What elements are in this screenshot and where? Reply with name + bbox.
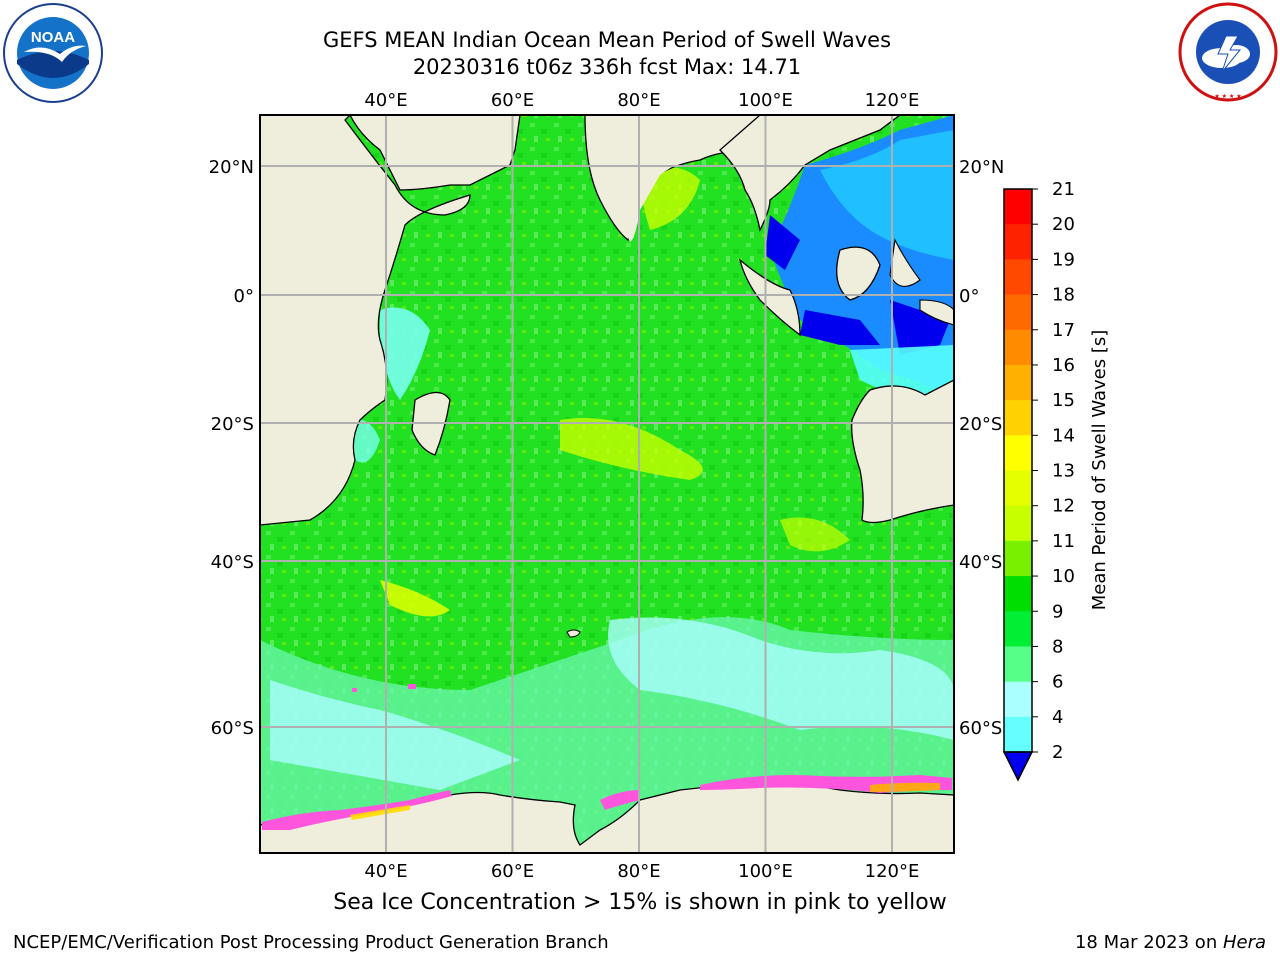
colorbar-tick-label: 11 — [1052, 531, 1075, 552]
lat-tick-label-left: 40°S — [211, 552, 254, 573]
nws-logo: ★ ★ ★ ★ — [1178, 2, 1278, 102]
colorbar-segment — [1004, 189, 1032, 225]
lat-tick-label-left: 20°N — [209, 157, 254, 178]
chart-subtitle: 20230316 t06z 336h fcst Max: 14.71 — [412, 55, 802, 79]
colorbar-tick-label: 16 — [1052, 355, 1075, 376]
svg-text:★ ★ ★ ★: ★ ★ ★ ★ — [1214, 93, 1241, 100]
map-gridlines — [260, 115, 954, 853]
sea-ice-west — [262, 790, 452, 830]
footer-date-text: 18 Mar 2023 on — [1074, 932, 1223, 953]
colorbar-tick-label: 9 — [1052, 601, 1063, 622]
land-borneo — [836, 246, 881, 301]
lat-tick-label-left: 20°S — [211, 414, 254, 435]
lat-tick-label-right: 60°S — [959, 718, 1002, 739]
map-frame — [259, 114, 955, 854]
land-sumatra — [738, 258, 801, 337]
colorbar-segment — [1004, 224, 1032, 260]
colorbar-segment — [1004, 576, 1032, 612]
colorbar: 21 20 19 18 17 16 15 14 13 12 11 10 9 8 6 4 2 — [1002, 179, 1075, 782]
lon-tick-label-top: 100°E — [738, 90, 793, 111]
colorbar-tick-label: 2 — [1052, 742, 1063, 763]
colorbar-segment — [1004, 646, 1032, 683]
colorbar-tick-label: 19 — [1052, 249, 1075, 270]
noaa-logo-text: NOAA — [31, 29, 75, 46]
chart-title: GEFS MEAN Indian Ocean Mean Period of Sw… — [322, 28, 892, 52]
colorbar-tick-label: 13 — [1052, 461, 1075, 482]
lon-tick-label-bottom: 60°E — [491, 861, 534, 882]
colorbar-tick-label: 14 — [1052, 425, 1075, 446]
colorbar-tick-label: 17 — [1052, 320, 1075, 341]
lat-tick-label-left: 60°S — [211, 718, 254, 739]
lat-tick-label-right: 20°N — [959, 157, 1004, 178]
land-arabia-africa — [260, 115, 521, 191]
colorbar-segment — [1004, 400, 1032, 436]
noaa-logo: NOAA — [2, 2, 104, 104]
lon-tick-label-top: 40°E — [364, 90, 407, 111]
colorbar-segment — [1004, 681, 1032, 718]
colorbar-segment — [1004, 259, 1032, 296]
colorbar-tick-label: 15 — [1052, 390, 1075, 411]
colorbar-extend-triangle — [1002, 751, 1034, 782]
colorbar-tick-label: 18 — [1052, 285, 1075, 306]
colorbar-segment — [1004, 505, 1032, 542]
colorbar-tick-label: 12 — [1052, 496, 1075, 517]
footer-credit: NCEP/EMC/Verification Post Processing Pr… — [13, 932, 609, 953]
map-caption: Sea Ice Concentration > 15% is shown in … — [333, 890, 947, 915]
footer-date: 18 Mar 2023 on Hera — [1075, 932, 1266, 953]
map-plot-area — [260, 115, 954, 853]
colorbar-segment — [1004, 716, 1032, 753]
colorbar-tick-label: 6 — [1052, 672, 1063, 693]
lat-tick-label-right: 20°S — [959, 414, 1002, 435]
colorbar-tick-label: 20 — [1052, 214, 1075, 235]
colorbar-segment — [1004, 329, 1032, 366]
colorbar-segment — [1004, 540, 1032, 577]
colorbar-segment — [1004, 435, 1032, 471]
footer-host: Hera — [1222, 932, 1266, 953]
colorbar-segment — [1004, 611, 1032, 647]
lon-tick-label-bottom: 120°E — [865, 861, 920, 882]
colorbar-segment — [1004, 470, 1032, 507]
colorbar-segment — [1004, 294, 1032, 331]
colorbar-segment — [1004, 364, 1032, 401]
lon-tick-label-top: 60°E — [491, 90, 534, 111]
land-australia — [851, 379, 954, 524]
colorbar-tick-label: 10 — [1052, 566, 1075, 587]
colorbar-tick-label: 21 — [1052, 179, 1075, 200]
lat-tick-label-right: 0° — [959, 286, 979, 307]
lon-tick-label-bottom: 40°E — [364, 861, 407, 882]
lat-tick-label-left: 0° — [234, 286, 254, 307]
lat-tick-label-right: 40°S — [959, 552, 1002, 573]
colorbar-tick-label: 4 — [1052, 707, 1063, 728]
axis-ticks: 40°E 40°E 60°E 60°E 80°E 80°E 100°E 100°E 120°E 1… — [209, 90, 1005, 882]
lon-tick-label-bottom: 80°E — [617, 861, 660, 882]
lon-tick-label-bottom: 100°E — [738, 861, 793, 882]
colorbar-label: Mean Period of Swell Waves [s] — [1089, 330, 1110, 611]
lon-tick-label-top: 120°E — [865, 90, 920, 111]
lon-tick-label-top: 80°E — [617, 90, 660, 111]
colorbar-tick-label: 8 — [1052, 636, 1063, 657]
